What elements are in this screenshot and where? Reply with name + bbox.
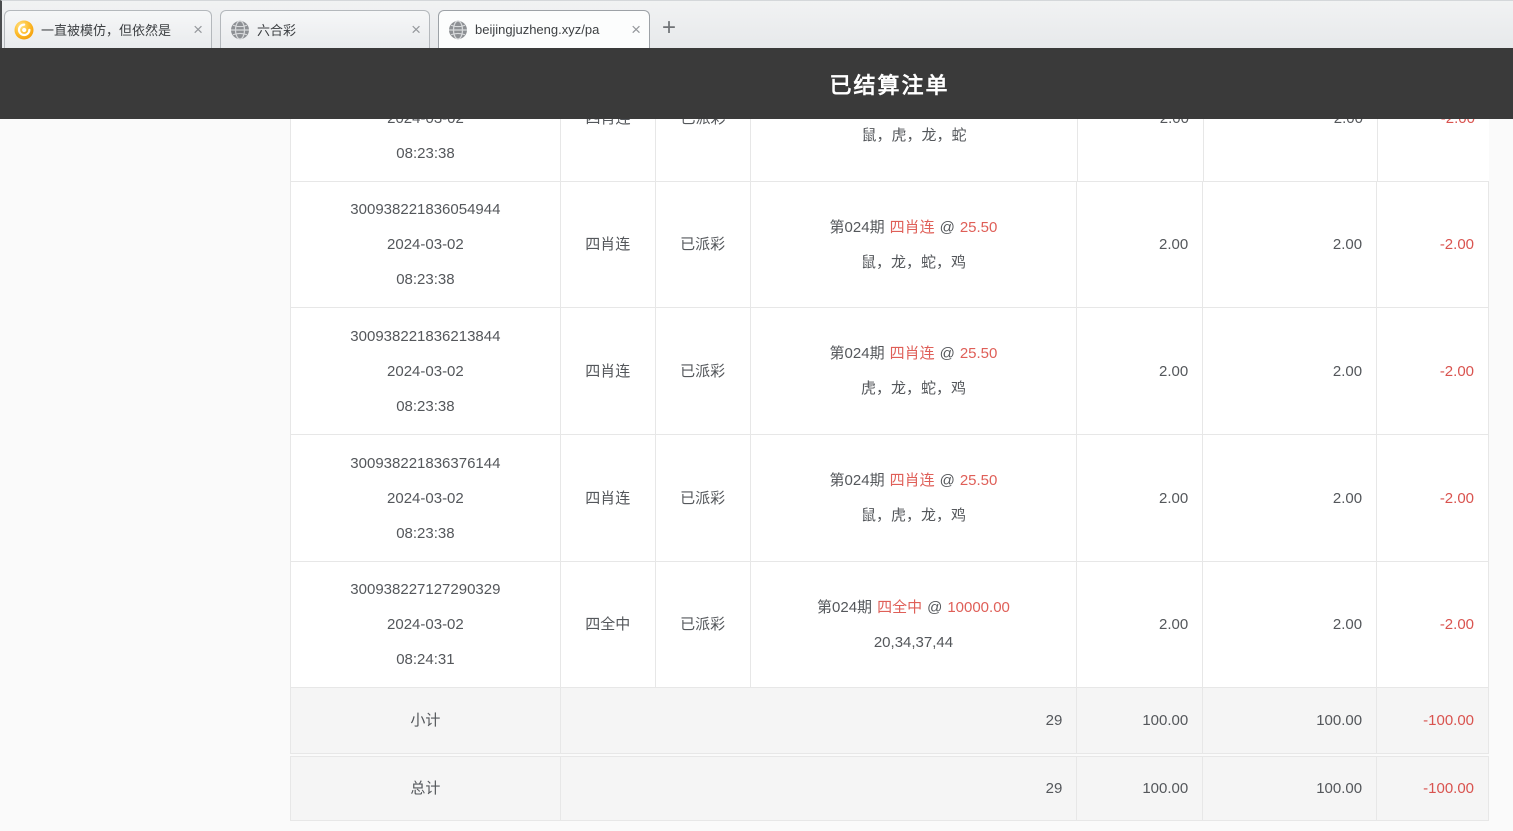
bet-amount2: 2.00 [1332,236,1363,253]
bet-result: -2.00 [1439,489,1475,507]
bet-odds: 25.50 [959,218,998,236]
bet-desc-line1: 第024期 四肖连 @25.50 [829,472,998,489]
bet-type: 四肖连 [585,489,631,507]
bet-play: 四肖连 [889,345,935,362]
bet-time: 08:23:38 [396,144,455,162]
subtotal-amount: 100.00 [1142,712,1189,729]
tab-close-icon[interactable]: × [631,20,641,39]
new-tab-button[interactable]: + [662,14,677,41]
bet-time: 08:24:31 [396,651,455,668]
bet-type: 四肖连 [585,362,631,380]
browser-tab-strip: 一直被模仿，但依然是 × 六合彩 × beijingjuzheng.xyz/pa… [0,0,1513,48]
table-row: 300938221836054944 2024-03-02 08:23:38 四… [291,182,1490,308]
bet-date: 2024-03-02 [387,616,464,633]
total-amount: 100.00 [1142,780,1189,797]
table-row: 300938221836376144 2024-03-02 08:23:38 四… [291,435,1490,562]
bet-amount2: 2.00 [1332,489,1363,507]
subtotal-label: 小计 [410,712,441,729]
total-count: 29 [1045,780,1063,797]
tab-title: 六合彩 [257,23,297,38]
bet-amount2: 2.00 [1332,362,1363,380]
page-title: 已结算注单 [829,72,950,98]
settled-bets-table: 2024-03-02 08:23:38 四肖连 已派彩 鼠，虎，龙，蛇 2.00… [290,119,1490,821]
bet-status: 已派彩 [680,236,726,253]
tab-yizhibeimofang[interactable]: 一直被模仿，但依然是 × [4,10,212,48]
total-row: 总计 29 100.00 100.00 -100.00 [291,757,1490,821]
globe-favicon-icon [448,19,468,40]
globe-favicon-icon [230,19,250,40]
tab-close-icon[interactable]: × [411,20,421,39]
bet-status: 已派彩 [680,119,725,136]
bet-type: 四肖连 [585,119,630,136]
table-row: 300938227127290329 2024-03-02 08:24:31 四… [291,562,1490,688]
bet-play: 四全中 [877,598,923,616]
bet-picks: 虎，龙，蛇，鸡 [860,380,966,397]
bet-time: 08:23:38 [396,271,455,288]
bet-status: 已派彩 [680,489,726,507]
bet-play: 四肖连 [889,472,935,489]
bet-date: 2024-03-02 [387,362,464,380]
bet-play: 四肖连 [889,218,935,236]
bet-amount2: 2.00 [1332,616,1363,633]
bet-amount: 2.00 [1160,119,1189,136]
bet-result: -2.00 [1441,119,1475,136]
bet-time: 08:23:38 [396,397,455,415]
tab-close-icon[interactable]: × [193,20,203,39]
bet-amount: 2.00 [1159,362,1189,380]
bet-desc-line1: 第024期 四肖连 @25.50 [829,218,998,236]
bet-type: 四全中 [585,616,631,633]
bet-odds: 10000.00 [947,598,1010,616]
bet-amount: 2.00 [1159,616,1189,633]
bet-picks: 鼠，龙，蛇，鸡 [860,253,966,271]
page-header: 已结算注单 [0,48,1513,119]
bet-id: 300938221836054944 [350,201,501,218]
bet-status: 已派彩 [680,616,726,633]
bet-status: 已派彩 [680,362,726,380]
bet-result: -2.00 [1439,362,1475,380]
tab-title: 一直被模仿，但依然是 [41,23,172,38]
bet-amount: 2.00 [1159,489,1189,507]
table-row: 300938221836213844 2024-03-02 08:23:38 四… [291,308,1490,435]
total-amount2: 100.00 [1316,780,1363,797]
subtotal-amount2: 100.00 [1316,712,1363,729]
subtotal-count: 29 [1045,712,1063,729]
bet-desc-line1: 第024期 四肖连 @25.50 [829,345,998,362]
bet-odds: 25.50 [959,345,998,362]
total-section: 总计 29 100.00 100.00 -100.00 [290,756,1490,821]
bet-date: 2024-03-02 [387,119,464,136]
bet-result: -2.00 [1439,236,1475,253]
bet-type: 四肖连 [585,236,631,253]
bet-result: -2.00 [1439,616,1475,633]
bet-picks: 20,34,37,44 [873,633,954,651]
bet-desc-line1: 第024期 四全中 @10000.00 [817,598,1010,616]
bet-date: 2024-03-02 [387,236,464,253]
bet-picks: 鼠，虎，龙，蛇 [861,127,967,144]
tab-beijingjuzheng-active[interactable]: beijingjuzheng.xyz/pa × [438,10,650,48]
tab-title: beijingjuzheng.xyz/pa [475,22,600,37]
bet-id: 300938227127290329 [350,581,501,598]
bet-id: 300938221836376144 [350,454,501,472]
bet-id: 300938221836213844 [350,327,501,345]
total-label: 总计 [410,780,441,797]
bet-time: 08:23:38 [396,524,455,542]
subtotal-result: -100.00 [1423,712,1475,729]
subtotal-row: 小计 29 100.00 100.00 -100.00 [291,688,1490,754]
total-result: -100.00 [1423,780,1475,797]
table-row-partial: 2024-03-02 08:23:38 四肖连 已派彩 鼠，虎，龙，蛇 2.00… [291,119,1489,182]
bet-odds: 25.50 [959,472,998,489]
bet-picks: 鼠，虎，龙，鸡 [860,507,966,524]
bet-amount2: 2.00 [1334,119,1363,136]
bet-amount: 2.00 [1159,236,1189,253]
orange-swirl-favicon-icon [14,20,34,40]
subtotal-section: 小计 29 100.00 100.00 -100.00 [291,688,1490,754]
tab-liuhecai[interactable]: 六合彩 × [220,10,430,48]
bet-date: 2024-03-02 [387,489,464,507]
